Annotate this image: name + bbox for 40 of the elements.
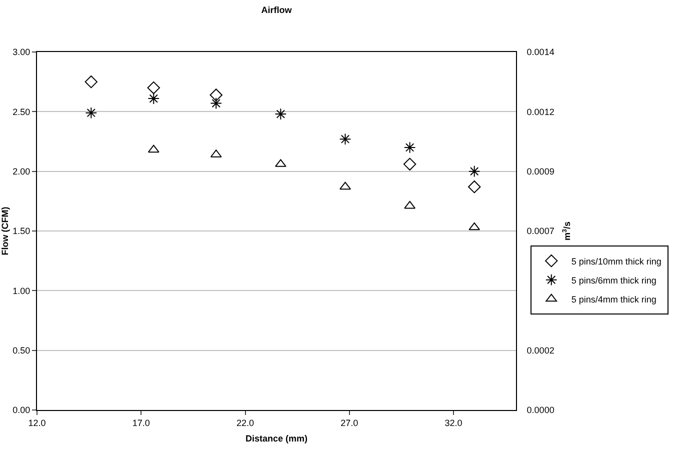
y-tick-label: 3.00 [12, 47, 30, 58]
y-tick-label: 0.50 [12, 345, 30, 356]
point [148, 144, 160, 153]
point [274, 108, 287, 120]
x-tick-label: 27.0 [340, 418, 358, 428]
point [340, 182, 351, 190]
y2-tick-label: 0.0012 [526, 106, 554, 117]
point [148, 92, 160, 104]
legend-label: 5 pins/10mm thick ring [571, 256, 662, 266]
x-axis-title: Distance (mm) [245, 434, 308, 444]
y-axis-title: Flow (CFM) [0, 206, 10, 256]
point [404, 200, 416, 209]
y2-tick-label: 0.0000 [526, 405, 554, 416]
y-tick-label: 2.00 [12, 166, 30, 176]
point [84, 75, 98, 88]
point [404, 142, 416, 154]
x-tick-label: 32.0 [444, 418, 462, 428]
point [403, 158, 416, 171]
y-tick-label: 2.50 [12, 106, 30, 117]
legend-label: 5 pins/6mm thick ring [571, 275, 656, 286]
x-tick-label: 17.0 [132, 418, 150, 428]
point [468, 180, 481, 194]
y2-tick-label: 0.0009 [526, 166, 554, 176]
point [468, 222, 480, 230]
legend-label: 5 pins/4mm thick ring [571, 294, 656, 304]
point [210, 97, 222, 110]
y-tick-label: 1.00 [12, 286, 30, 296]
x-tick-label: 22.0 [236, 418, 254, 428]
y2-tick-label: 0.0014 [526, 47, 554, 58]
y-tick-label: 1.50 [12, 226, 30, 236]
point [339, 133, 352, 146]
y-tick-label: 0.00 [12, 405, 30, 416]
point [468, 165, 480, 178]
y2-tick-label: 0.0002 [526, 345, 554, 356]
point [147, 81, 160, 94]
point [85, 106, 98, 119]
x-tick-label: 12.0 [28, 418, 46, 428]
chart-title: Airflow [261, 5, 293, 16]
y2-tick-label: 0.0007 [526, 226, 554, 236]
point [210, 88, 222, 102]
